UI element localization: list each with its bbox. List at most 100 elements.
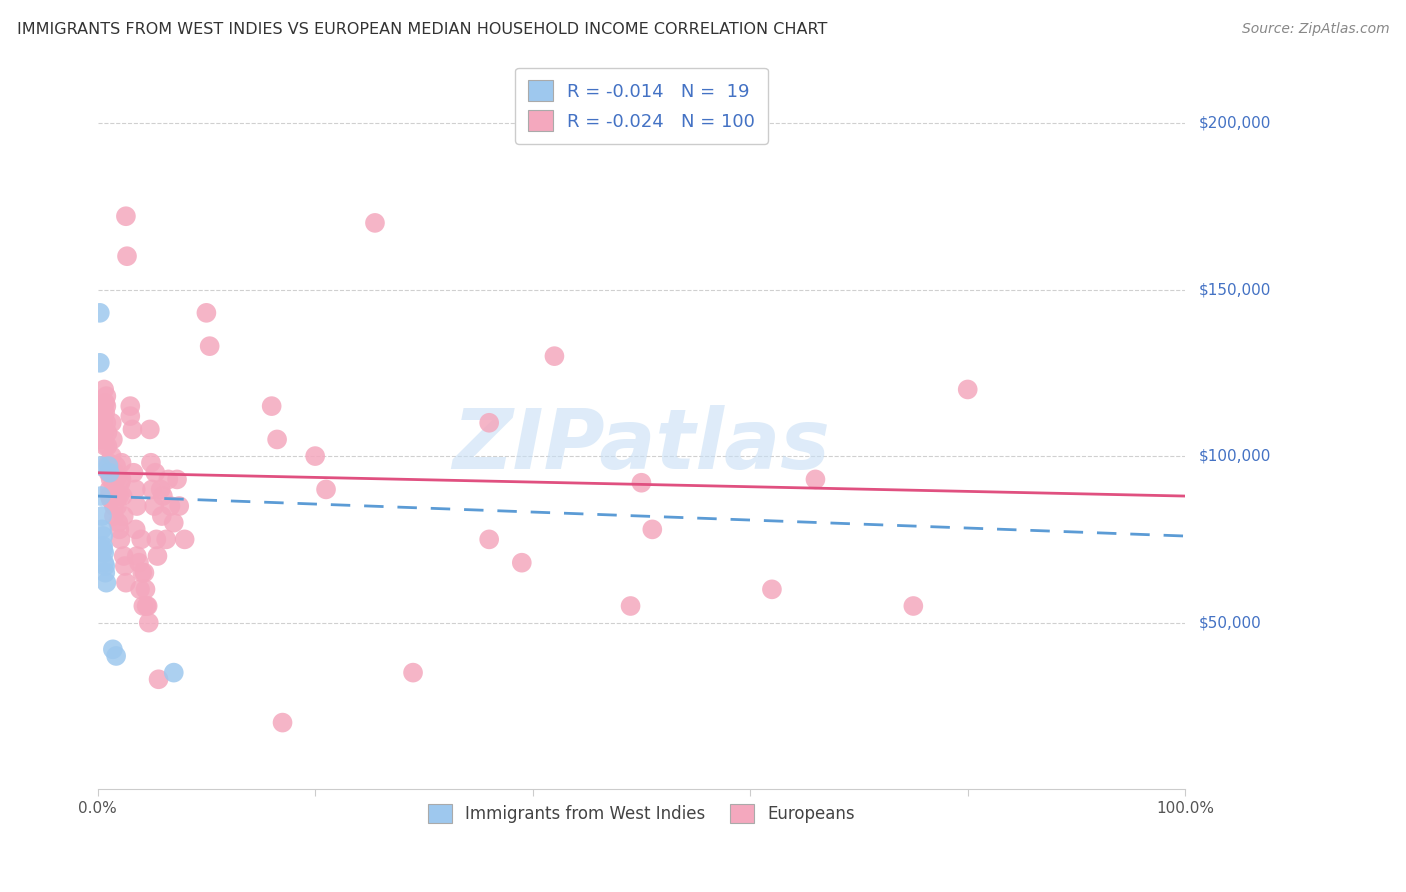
Point xyxy=(304,449,326,463)
Point xyxy=(104,466,127,480)
Point xyxy=(91,542,114,557)
Point xyxy=(91,416,114,430)
Text: $100,000: $100,000 xyxy=(1199,449,1271,464)
Point xyxy=(94,396,117,410)
Point xyxy=(110,472,132,486)
Text: $200,000: $200,000 xyxy=(1199,115,1271,130)
Point xyxy=(96,575,118,590)
Point xyxy=(111,489,134,503)
Text: IMMIGRANTS FROM WEST INDIES VS EUROPEAN MEDIAN HOUSEHOLD INCOME CORRELATION CHAR: IMMIGRANTS FROM WEST INDIES VS EUROPEAN … xyxy=(17,22,827,37)
Point xyxy=(145,533,167,547)
Point xyxy=(478,533,501,547)
Point xyxy=(108,489,131,503)
Point xyxy=(91,539,114,553)
Legend: Immigrants from West Indies, Europeans: Immigrants from West Indies, Europeans xyxy=(416,792,866,835)
Point xyxy=(271,715,294,730)
Text: $150,000: $150,000 xyxy=(1199,282,1271,297)
Point xyxy=(108,522,131,536)
Point xyxy=(94,439,117,453)
Point xyxy=(260,399,283,413)
Point xyxy=(163,516,186,530)
Point xyxy=(93,425,115,440)
Point xyxy=(97,456,120,470)
Point xyxy=(159,499,181,513)
Point xyxy=(157,472,180,486)
Point xyxy=(112,509,135,524)
Point xyxy=(135,599,157,613)
Point xyxy=(91,433,114,447)
Text: Source: ZipAtlas.com: Source: ZipAtlas.com xyxy=(1241,22,1389,37)
Point xyxy=(91,399,114,413)
Point xyxy=(98,483,121,497)
Point xyxy=(105,472,128,486)
Point xyxy=(134,566,156,580)
Point xyxy=(155,533,177,547)
Point xyxy=(110,456,132,470)
Point xyxy=(96,425,118,440)
Point xyxy=(94,406,117,420)
Point xyxy=(100,492,122,507)
Point xyxy=(402,665,425,680)
Point xyxy=(149,483,172,497)
Point xyxy=(543,349,565,363)
Point xyxy=(619,599,641,613)
Point xyxy=(630,475,652,490)
Point xyxy=(93,546,115,560)
Point xyxy=(91,509,114,524)
Point xyxy=(96,399,118,413)
Point xyxy=(804,472,827,486)
Point xyxy=(101,466,124,480)
Point xyxy=(90,489,112,503)
Point xyxy=(198,339,221,353)
Point xyxy=(104,483,127,497)
Point xyxy=(120,399,142,413)
Point xyxy=(138,615,160,630)
Point xyxy=(125,483,148,497)
Point xyxy=(101,433,124,447)
Point xyxy=(101,642,124,657)
Point xyxy=(110,533,132,547)
Point xyxy=(956,383,979,397)
Point xyxy=(115,249,138,263)
Point xyxy=(148,673,170,687)
Point xyxy=(91,529,114,543)
Point xyxy=(94,559,117,574)
Point xyxy=(96,439,118,453)
Point xyxy=(510,556,533,570)
Point xyxy=(91,422,114,436)
Point xyxy=(141,483,163,497)
Point xyxy=(131,566,153,580)
Point xyxy=(125,549,148,563)
Point xyxy=(103,475,125,490)
Point xyxy=(128,556,150,570)
Point xyxy=(120,409,142,423)
Point xyxy=(110,475,132,490)
Point xyxy=(315,483,337,497)
Text: ZIPatlas: ZIPatlas xyxy=(453,405,831,486)
Text: $50,000: $50,000 xyxy=(1199,615,1261,630)
Point xyxy=(166,472,188,486)
Point xyxy=(139,456,162,470)
Point xyxy=(129,533,152,547)
Point xyxy=(112,549,135,563)
Point xyxy=(125,522,148,536)
Point xyxy=(97,466,120,480)
Point xyxy=(903,599,925,613)
Point xyxy=(89,306,111,320)
Point xyxy=(146,549,169,563)
Point xyxy=(103,509,125,524)
Point xyxy=(103,499,125,513)
Point xyxy=(364,216,387,230)
Point xyxy=(90,459,112,474)
Point xyxy=(163,665,186,680)
Point xyxy=(132,599,155,613)
Point xyxy=(105,499,128,513)
Point xyxy=(91,522,114,536)
Point xyxy=(152,489,174,503)
Point xyxy=(96,389,118,403)
Point xyxy=(150,509,173,524)
Point xyxy=(105,459,128,474)
Point xyxy=(114,559,136,574)
Point xyxy=(478,416,501,430)
Point xyxy=(100,472,122,486)
